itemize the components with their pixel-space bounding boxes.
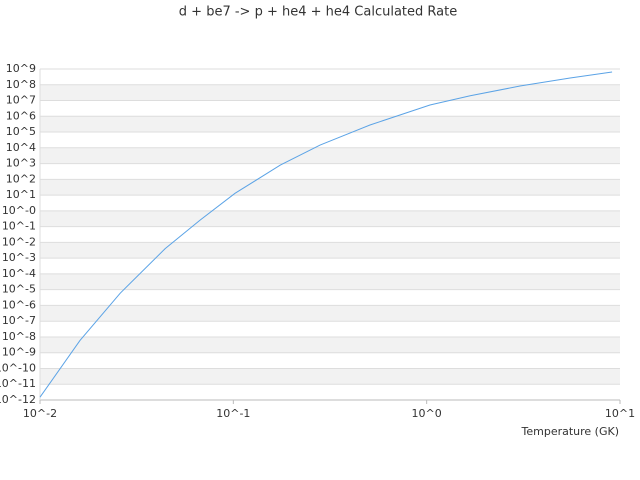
y-tick-label: 10^3 <box>6 157 36 170</box>
grid-band <box>40 210 620 227</box>
grid-band <box>40 305 620 322</box>
y-tick-label: 10^9 <box>6 62 36 75</box>
y-tick-label: 10^-10 <box>0 361 36 374</box>
y-tick-label: 10^-8 <box>2 330 36 343</box>
grid-band <box>40 336 620 353</box>
y-tick-label: 10^-1 <box>2 220 36 233</box>
y-tick-label: 10^1 <box>6 188 36 201</box>
y-tick-label: 10^-0 <box>2 204 36 217</box>
y-tick-label: 10^-2 <box>2 235 36 248</box>
y-tick-label: 10^2 <box>6 172 36 185</box>
y-tick-label: 10^-3 <box>2 251 36 264</box>
y-tick-label: 10^-4 <box>2 267 36 280</box>
line <box>39 71 613 398</box>
y-tick-label: 10^5 <box>6 125 36 138</box>
grid-band <box>40 116 620 133</box>
y-tick-label: 10^-9 <box>2 346 36 359</box>
grid-band <box>40 147 620 164</box>
x-axis-label: Temperature (GK) <box>521 425 620 438</box>
y-tick-label: 10^4 <box>6 141 36 154</box>
y-tick-label: 10^8 <box>6 78 36 91</box>
y-tick-label: 10^-7 <box>2 314 36 327</box>
x-tick-label: 10^-1 <box>216 407 250 420</box>
grid-band <box>40 273 620 290</box>
y-tick-label: 10^6 <box>6 109 36 122</box>
grid-band <box>40 179 620 196</box>
y-tick-label: 10^-12 <box>0 393 36 406</box>
x-tick-label: 10^-2 <box>23 407 57 420</box>
y-tick-label: 10^-6 <box>2 298 36 311</box>
x-tick-label: 10^0 <box>412 407 442 420</box>
y-tick-label: 10^-11 <box>0 377 36 390</box>
y-tick-label: 10^-5 <box>2 283 36 296</box>
grid-band <box>40 368 620 385</box>
x-tick-label: 10^1 <box>605 407 635 420</box>
grid-band <box>40 242 620 259</box>
grid-band <box>40 84 620 101</box>
chart-title: d + be7 -> p + he4 + he4 Calculated Rate <box>179 5 457 20</box>
y-tick-label: 10^7 <box>6 94 36 107</box>
